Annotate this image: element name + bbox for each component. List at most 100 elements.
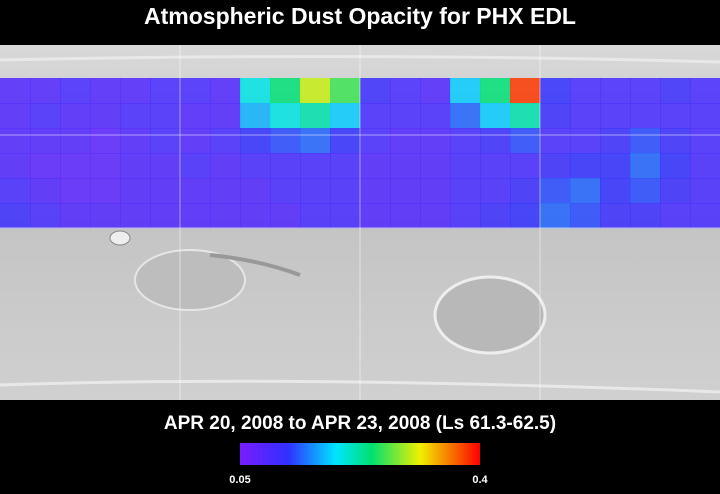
dust-cell [600, 128, 631, 154]
dust-cell [480, 203, 511, 229]
dust-cell [30, 178, 61, 204]
dust-cell [210, 153, 241, 179]
dust-cell [210, 78, 241, 104]
dust-cell [450, 128, 481, 154]
dust-cell [390, 153, 421, 179]
dust-cell [90, 178, 121, 204]
dust-cell [360, 153, 391, 179]
dust-cell [510, 178, 541, 204]
dust-cell [510, 128, 541, 154]
dust-cell [510, 203, 541, 229]
dust-cell [300, 78, 331, 104]
dust-cell [570, 203, 601, 229]
dust-cell [150, 128, 181, 154]
dust-cell [690, 153, 720, 179]
date-range: APR 20, 2008 to APR 23, 2008 (Ls 61.3-62… [164, 413, 556, 434]
dust-cell [90, 103, 121, 129]
dust-cell [390, 78, 421, 104]
dust-cell [270, 103, 301, 129]
graticule [0, 45, 720, 400]
dust-cell [540, 103, 571, 129]
dust-cell [30, 153, 61, 179]
dust-cell [60, 153, 91, 179]
dust-cell [390, 103, 421, 129]
dust-cell [240, 153, 271, 179]
dust-cell [150, 203, 181, 229]
dust-cell [360, 128, 391, 154]
dust-cell [240, 178, 271, 204]
dust-cell [660, 178, 691, 204]
dust-cell [270, 153, 301, 179]
dust-cell [330, 128, 361, 154]
dust-cell [300, 178, 331, 204]
dust-cell [210, 178, 241, 204]
dust-cell [30, 128, 61, 154]
dust-cell [420, 203, 451, 229]
dust-cell [0, 178, 31, 204]
dust-cell [60, 78, 91, 104]
dust-cell [330, 153, 361, 179]
dust-cell [630, 78, 661, 104]
dust-cell [690, 103, 720, 129]
dust-cell [690, 178, 720, 204]
dust-cell [330, 103, 361, 129]
dust-cell [420, 78, 451, 104]
dust-cell [360, 103, 391, 129]
title: Atmospheric Dust Opacity for PHX EDL [144, 3, 576, 29]
dust-cell [390, 203, 421, 229]
dust-cell [0, 103, 31, 129]
dust-cell [480, 178, 511, 204]
dust-cell [150, 78, 181, 104]
dust-cell [300, 128, 331, 154]
dust-cell [270, 78, 301, 104]
colorbar-ticks: 0.05 0.4 [229, 474, 488, 486]
dust-cell [240, 103, 271, 129]
dust-cell [330, 78, 361, 104]
dust-cell [480, 128, 511, 154]
dust-cell [480, 103, 511, 129]
dust-cell [450, 178, 481, 204]
dust-grid [0, 78, 720, 229]
dust-cell [690, 128, 720, 154]
dust-cell [570, 78, 601, 104]
dust-cell [510, 103, 541, 129]
dust-cell [570, 153, 601, 179]
dust-cell [570, 128, 601, 154]
dust-cell [180, 178, 211, 204]
dust-cell [540, 128, 571, 154]
dust-cell [420, 153, 451, 179]
dust-cell [330, 203, 361, 229]
dust-cell [600, 103, 631, 129]
dust-cell [0, 203, 31, 229]
dust-cell [540, 153, 571, 179]
dust-cell [660, 153, 691, 179]
dust-cell [90, 153, 121, 179]
dust-cell [420, 128, 451, 154]
dust-cell [180, 78, 211, 104]
dust-cell [150, 153, 181, 179]
dust-cell [210, 103, 241, 129]
dust-cell [630, 103, 661, 129]
dust-cell [570, 103, 601, 129]
dust-cell [360, 203, 391, 229]
dust-cell [0, 153, 31, 179]
dust-cell [480, 78, 511, 104]
dust-cell [660, 203, 691, 229]
dust-cell [600, 153, 631, 179]
dust-cell [660, 78, 691, 104]
dust-cell [240, 203, 271, 229]
dust-cell [630, 203, 661, 229]
dust-cell [300, 153, 331, 179]
colorbar-tick-label: 0.4 [472, 474, 488, 486]
dust-cell [90, 78, 121, 104]
dust-cell [660, 128, 691, 154]
dust-cell [60, 178, 91, 204]
dust-cell [210, 203, 241, 229]
dust-cell [30, 78, 61, 104]
dust-cell [240, 78, 271, 104]
dust-cell [390, 128, 421, 154]
dust-cell [390, 178, 421, 204]
dust-cell [450, 103, 481, 129]
dust-cell [480, 153, 511, 179]
